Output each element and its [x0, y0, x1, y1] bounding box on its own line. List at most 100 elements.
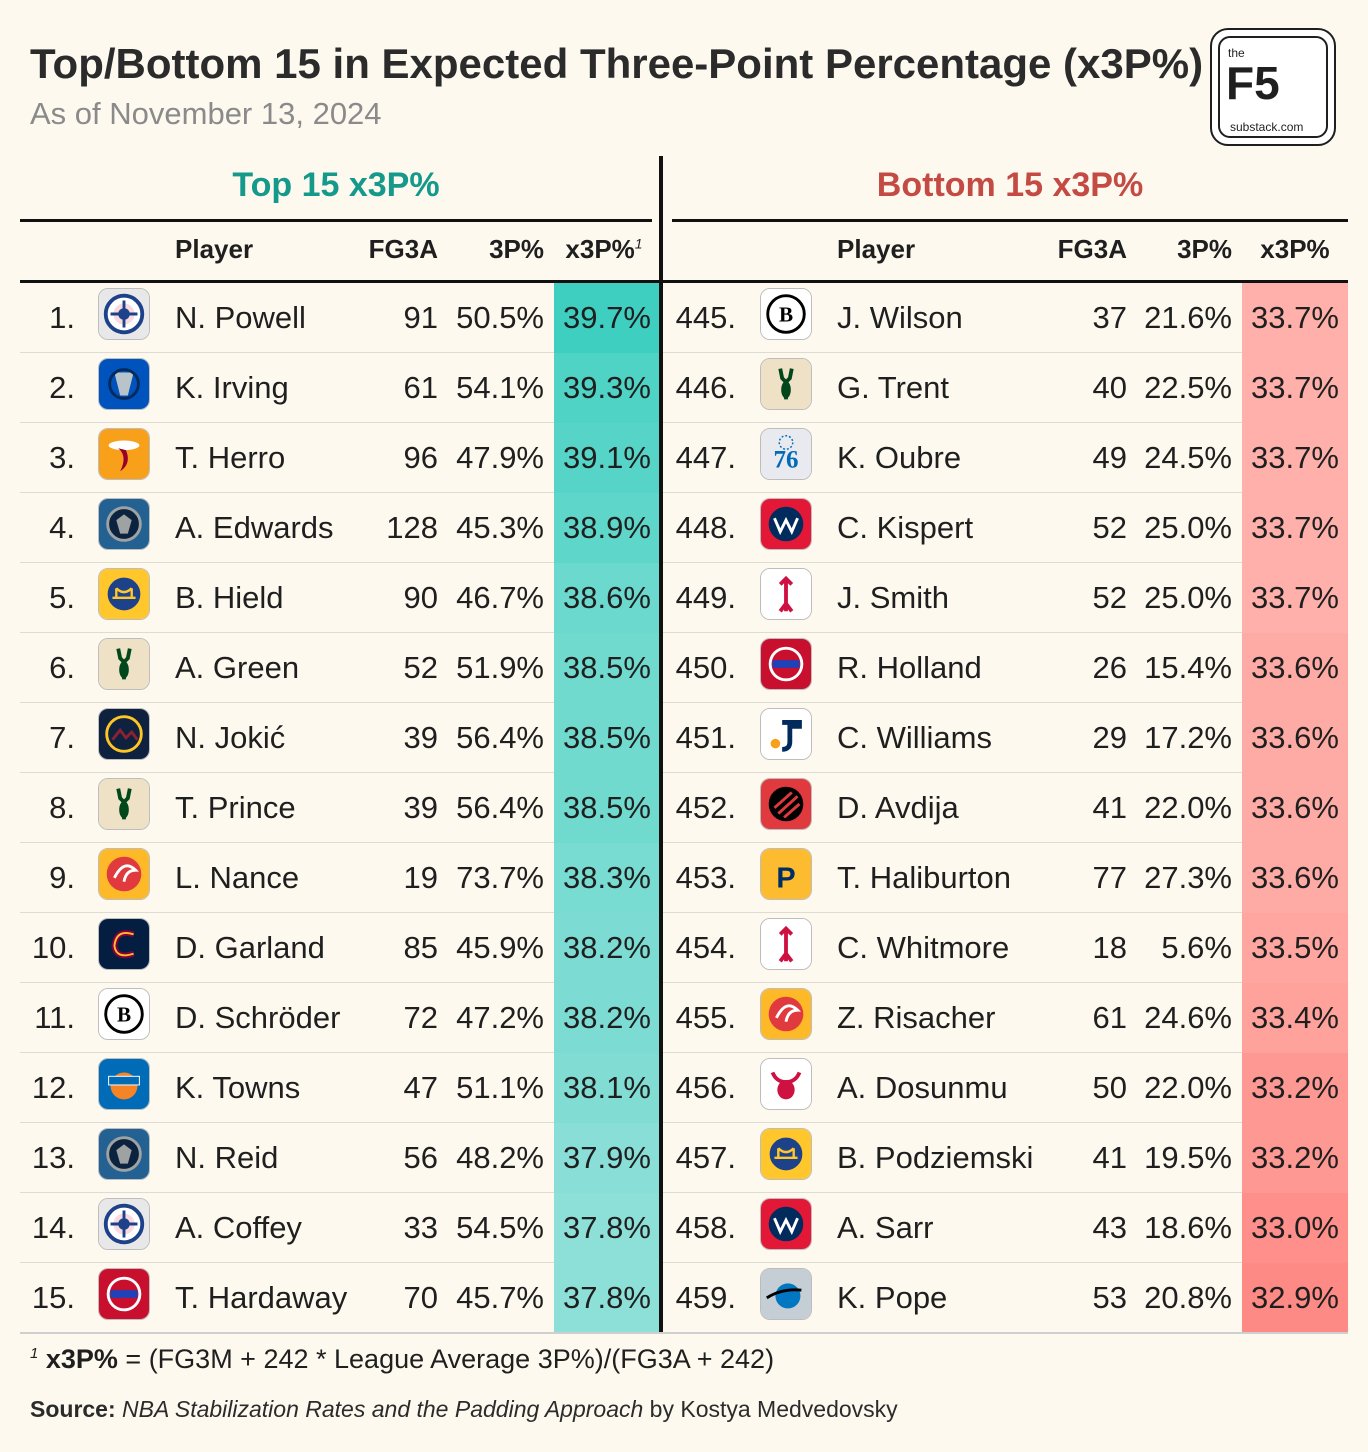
rank-cell: 459.	[675, 1280, 736, 1315]
three-pct-cell: 51.9%	[456, 650, 544, 685]
three-pct-cell: 56.4%	[456, 720, 544, 755]
x3p-cell: 38.6%	[563, 580, 651, 615]
clippers-logo-icon	[98, 288, 150, 340]
top-x3p-heat-cell	[554, 283, 660, 353]
bucks-logo-icon	[98, 778, 150, 830]
rank-cell: 13.	[31, 1140, 75, 1175]
pacers-logo-icon: P	[760, 848, 812, 900]
bottom-x3p-heat-cell	[1242, 283, 1348, 353]
x3p-cell: 33.2%	[1251, 1070, 1339, 1105]
three-pct-cell: 73.7%	[456, 860, 544, 895]
three-pct-cell: 56.4%	[456, 790, 544, 825]
x3p-cell: 38.3%	[563, 860, 651, 895]
bottom-x3p-heat-cell	[1242, 1193, 1348, 1263]
warriors-logo-icon	[760, 1128, 812, 1180]
bottom-table-row: 446. G. Trent 40 22.5% 33.7%	[0, 353, 1368, 423]
three-pct-cell: 24.6%	[1144, 1000, 1232, 1035]
bucks-logo-icon	[760, 358, 812, 410]
76ers-logo-icon: 76	[760, 428, 812, 480]
rank-cell: 1.	[49, 300, 75, 335]
x3p-cell: 33.7%	[1251, 300, 1339, 335]
rank-cell: 452.	[675, 790, 736, 825]
bottom-table-row: 451. C. Williams 29 17.2% 33.6%	[0, 703, 1368, 773]
top-table-row: 6. A. Green 52 51.9% 38.5%	[0, 633, 1368, 703]
blazers-logo-icon	[760, 778, 812, 830]
x3p-cell: 33.6%	[1251, 720, 1339, 755]
player-name-cell: C. Whitmore	[837, 930, 1010, 965]
top-row-separator	[20, 912, 554, 913]
knicks-logo-icon	[98, 1058, 150, 1110]
three-pct-cell: 17.2%	[1144, 720, 1232, 755]
bulls-logo-icon	[760, 1058, 812, 1110]
x3p-cell: 39.1%	[563, 440, 651, 475]
three-pct-cell: 45.3%	[456, 510, 544, 545]
bottom-table-row: 449. J. Smith 52 25.0% 33.7%	[0, 563, 1368, 633]
top-table-row: 7. N. Jokić 39 56.4% 38.5%	[0, 703, 1368, 773]
bottom-row-separator	[662, 982, 1242, 983]
top-x3p-heat-cell	[554, 983, 660, 1053]
timberwolves-logo-icon	[98, 498, 150, 550]
bottom-row-separator	[662, 632, 1242, 633]
top-x3p-heat-cell	[554, 843, 660, 913]
x3p-cell: 33.7%	[1251, 510, 1339, 545]
player-name-cell: A. Coffey	[175, 1210, 302, 1245]
page-title: Top/Bottom 15 in Expected Three-Point Pe…	[30, 40, 1204, 87]
rank-cell: 12.	[31, 1070, 75, 1105]
x3p-cell: 37.9%	[563, 1140, 651, 1175]
three-pct-cell: 18.6%	[1144, 1210, 1232, 1245]
fg3a-cell: 40	[1092, 370, 1127, 405]
fg3a-cell: 26	[1092, 650, 1127, 685]
three-pct-cell: 21.6%	[1144, 300, 1232, 335]
bottom-table-row: 458. A. Sarr 43 18.6% 33.0%	[0, 1193, 1368, 1263]
nets-logo-icon: B	[98, 988, 150, 1040]
x3p-cell: 39.3%	[563, 370, 651, 405]
rank-cell: 447.	[675, 440, 736, 475]
rank-cell: 6.	[49, 650, 75, 685]
fg3a-cell: 52	[403, 650, 438, 685]
source-author: by Kostya Medvedovsky	[643, 1396, 898, 1422]
three-pct-cell: 48.2%	[456, 1140, 544, 1175]
three-pct-cell: 45.9%	[456, 930, 544, 965]
player-name-cell: T. Herro	[175, 440, 286, 475]
x3p-cell: 39.7%	[563, 300, 651, 335]
player-name-cell: B. Hield	[175, 580, 284, 615]
top-table-row: 1. N. Powell 91 50.5% 39.7%	[0, 283, 1368, 353]
top-row-separator	[20, 842, 554, 843]
x3p-cell: 33.7%	[1251, 440, 1339, 475]
rank-cell: 449.	[675, 580, 736, 615]
player-name-cell: R. Holland	[837, 650, 982, 685]
x3p-cell: 38.2%	[563, 1000, 651, 1035]
three-pct-cell: 15.4%	[1144, 650, 1232, 685]
bottom-row-separator	[662, 702, 1242, 703]
fg3a-cell: 29	[1092, 720, 1127, 755]
jazz-logo-icon	[760, 708, 812, 760]
logo-substack-text: substack.com	[1230, 120, 1304, 134]
bottom-section-title: Bottom 15 x3P%	[876, 166, 1144, 204]
rank-cell: 454.	[675, 930, 736, 965]
three-pct-cell: 47.2%	[456, 1000, 544, 1035]
bottom-table-row: 459. K. Pope 53 20.8% 32.9%	[0, 1263, 1368, 1333]
top-table-row: 15. T. Hardaway 70 45.7% 37.8%	[0, 1263, 1368, 1333]
hawks-logo-icon	[760, 988, 812, 1040]
fg3a-cell: 39	[403, 720, 438, 755]
bottom-x3p-heat-cell	[1242, 703, 1348, 773]
top-x3p-heat-cell	[554, 633, 660, 703]
top-row-separator	[20, 702, 554, 703]
rockets-logo-icon	[760, 918, 812, 970]
rank-cell: 7.	[49, 720, 75, 755]
top-row-separator	[20, 632, 554, 633]
hawks-logo-icon	[98, 848, 150, 900]
top-row-separator	[20, 1262, 554, 1263]
bottom-row-separator	[662, 1262, 1242, 1263]
logo-the-text: the	[1228, 46, 1245, 60]
player-name-cell: Z. Risacher	[837, 1000, 996, 1035]
fg3a-cell: 18	[1092, 930, 1127, 965]
svg-text:76: 76	[774, 446, 799, 473]
player-name-cell: T. Prince	[175, 790, 296, 825]
top-section-title: Top 15 x3P%	[232, 166, 440, 204]
footnote-marker: 1	[30, 1345, 39, 1362]
three-pct-cell: 22.0%	[1144, 1070, 1232, 1105]
top-x3p-heat-cell	[554, 703, 660, 773]
top-table-row: 11. D. Schröder 72 47.2% 38.2% B	[0, 983, 1368, 1053]
three-pct-cell: 20.8%	[1144, 1280, 1232, 1315]
